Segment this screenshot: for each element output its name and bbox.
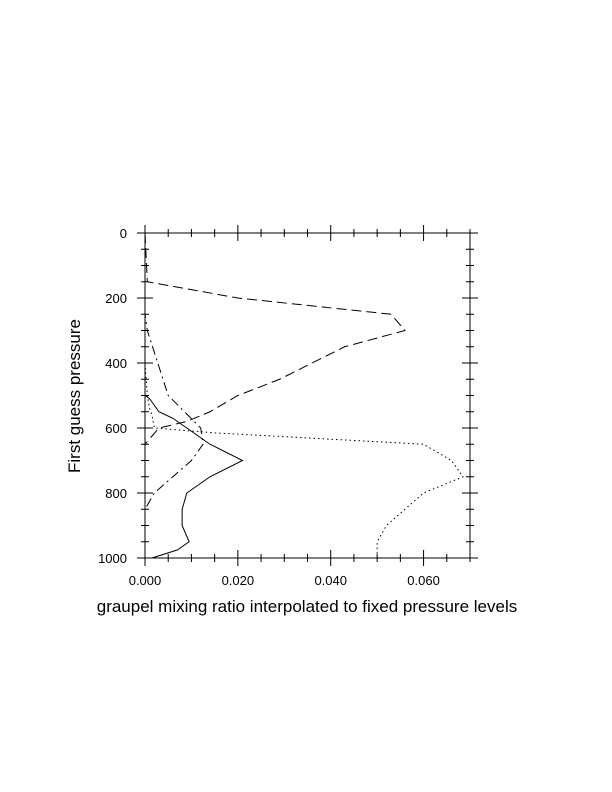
series-line-dotted (144, 233, 464, 558)
x-tick-label: 0.020 (222, 573, 255, 588)
series-group (144, 232, 464, 559)
x-tick-label: 0.040 (314, 573, 347, 588)
series-line-solid (144, 233, 244, 559)
y-tick-label: 200 (105, 291, 127, 306)
x-tick-label: 0.060 (407, 573, 440, 588)
y-axis-title: First guess pressure (65, 319, 84, 473)
y-tick-label: 0 (120, 226, 127, 241)
axis-ticks (137, 225, 478, 566)
series-line-dash-dot (144, 233, 204, 558)
y-tick-label: 1000 (98, 551, 127, 566)
x-tick-label: 0.000 (129, 573, 162, 588)
x-axis-title: graupel mixing ratio interpolated to fix… (97, 597, 518, 616)
tick-labels: 0.000 0.020 0.040 0.060 0 200 400 600 800 1000 (98, 226, 440, 588)
y-tick-label: 600 (105, 421, 127, 436)
series-line-dashed (144, 232, 406, 558)
y-tick-label: 800 (105, 486, 127, 501)
plot-frame (144, 232, 471, 559)
y-tick-label: 400 (105, 356, 127, 371)
